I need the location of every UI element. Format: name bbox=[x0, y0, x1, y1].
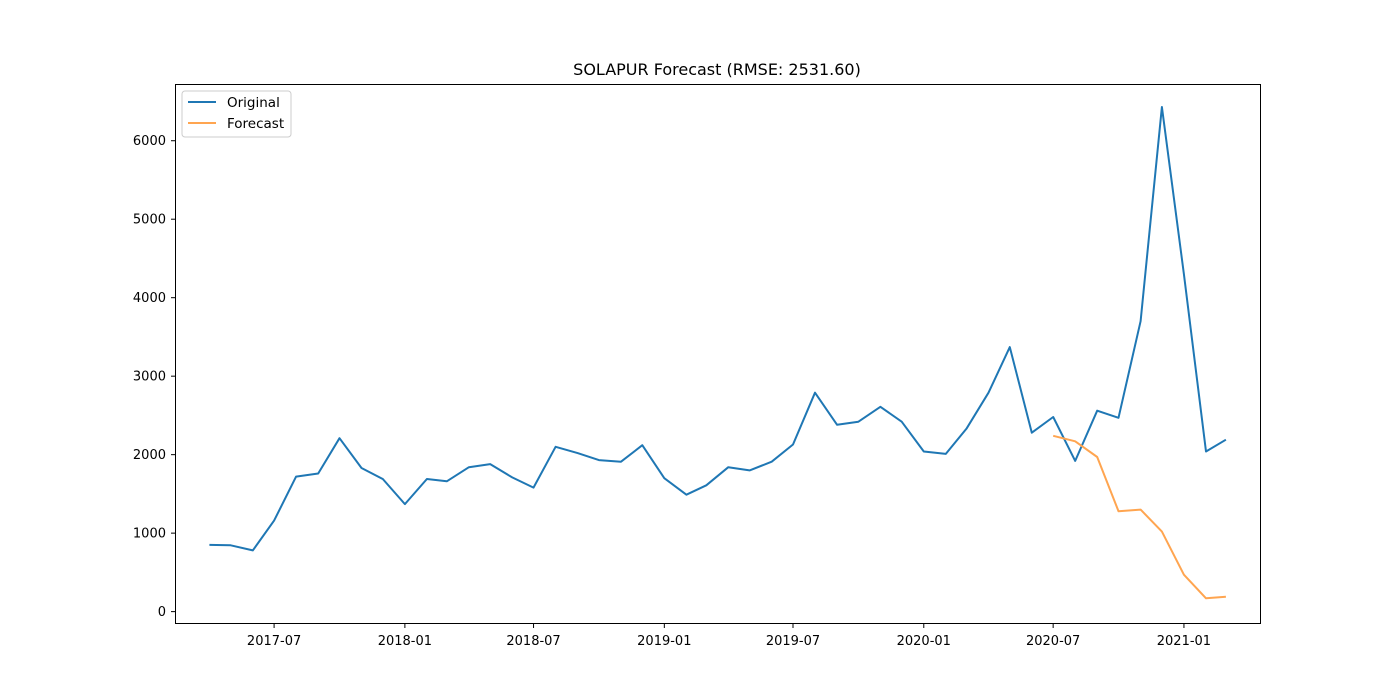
chart-title: SOLAPUR Forecast (RMSE: 2531.60) bbox=[573, 60, 861, 79]
axes-layer: 2017-07 2018-01 2018-07 2019-01 2019-07 2020-… bbox=[133, 134, 1211, 649]
legend: Original Forecast bbox=[181, 90, 292, 138]
y-tick-label: 1000 bbox=[133, 527, 166, 542]
legend-label-forecast: Forecast bbox=[227, 116, 284, 132]
y-tick-label: 0 bbox=[158, 605, 166, 620]
legend-label-original: Original bbox=[227, 95, 280, 111]
plot-frame bbox=[175, 84, 1261, 624]
x-tick-label: 2018-07 bbox=[506, 634, 560, 649]
series-line-forecast bbox=[1052, 434, 1226, 600]
x-tick-label: 2019-01 bbox=[637, 634, 691, 649]
y-tick-label: 3000 bbox=[133, 370, 166, 385]
x-tick-label: 2020-01 bbox=[897, 634, 951, 649]
x-tick-label: 2020-07 bbox=[1026, 634, 1080, 649]
y-tick-label: 6000 bbox=[133, 134, 166, 149]
y-tick-label: 2000 bbox=[133, 448, 166, 463]
x-tick-label: 2021-01 bbox=[1157, 634, 1211, 649]
series-layer bbox=[209, 106, 1227, 600]
y-tick-label: 4000 bbox=[133, 291, 166, 306]
x-tick-label: 2019-07 bbox=[766, 634, 820, 649]
series-line-original bbox=[209, 106, 1227, 552]
x-tick-label: 2017-07 bbox=[247, 634, 301, 649]
y-tick-label: 5000 bbox=[133, 213, 166, 228]
x-tick-label: 2018-01 bbox=[378, 634, 432, 649]
